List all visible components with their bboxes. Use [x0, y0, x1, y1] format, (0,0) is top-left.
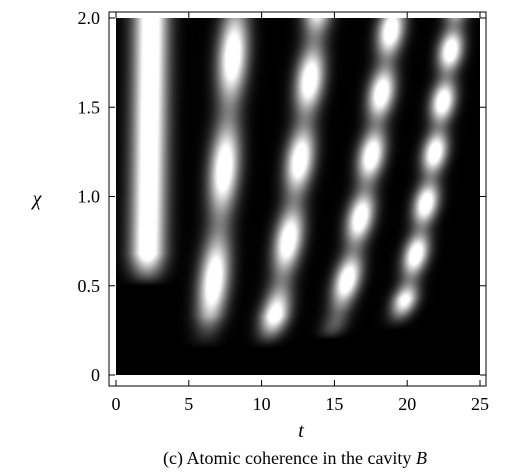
x-axis-label: t	[298, 420, 304, 442]
y-tick-label: 2.0	[78, 8, 101, 28]
caption-italic: B	[416, 448, 427, 468]
heatmap-image	[116, 18, 480, 375]
x-tick-label: 15	[325, 394, 343, 414]
x-tick-label: 0	[112, 394, 121, 414]
y-tick-label: 1.0	[78, 187, 101, 207]
y-axis-ticks: 0 0.5 1.0 1.5 2.0	[78, 8, 486, 385]
x-axis-ticks: 0 5 10 15 20 25	[112, 12, 489, 414]
chart-caption: (c) Atomic coherence in the cavity B	[163, 448, 427, 469]
y-tick-label: 1.5	[78, 97, 101, 117]
x-tick-label: 25	[471, 394, 489, 414]
y-tick-label: 0	[91, 365, 100, 385]
x-tick-label: 5	[184, 394, 193, 414]
x-tick-label: 10	[253, 394, 271, 414]
caption-text: (c) Atomic coherence in the cavity	[163, 448, 416, 469]
y-tick-label: 0.5	[78, 276, 101, 296]
y-axis-label: χ	[31, 188, 43, 210]
plot-area	[108, 11, 487, 387]
x-tick-label: 20	[398, 394, 416, 414]
